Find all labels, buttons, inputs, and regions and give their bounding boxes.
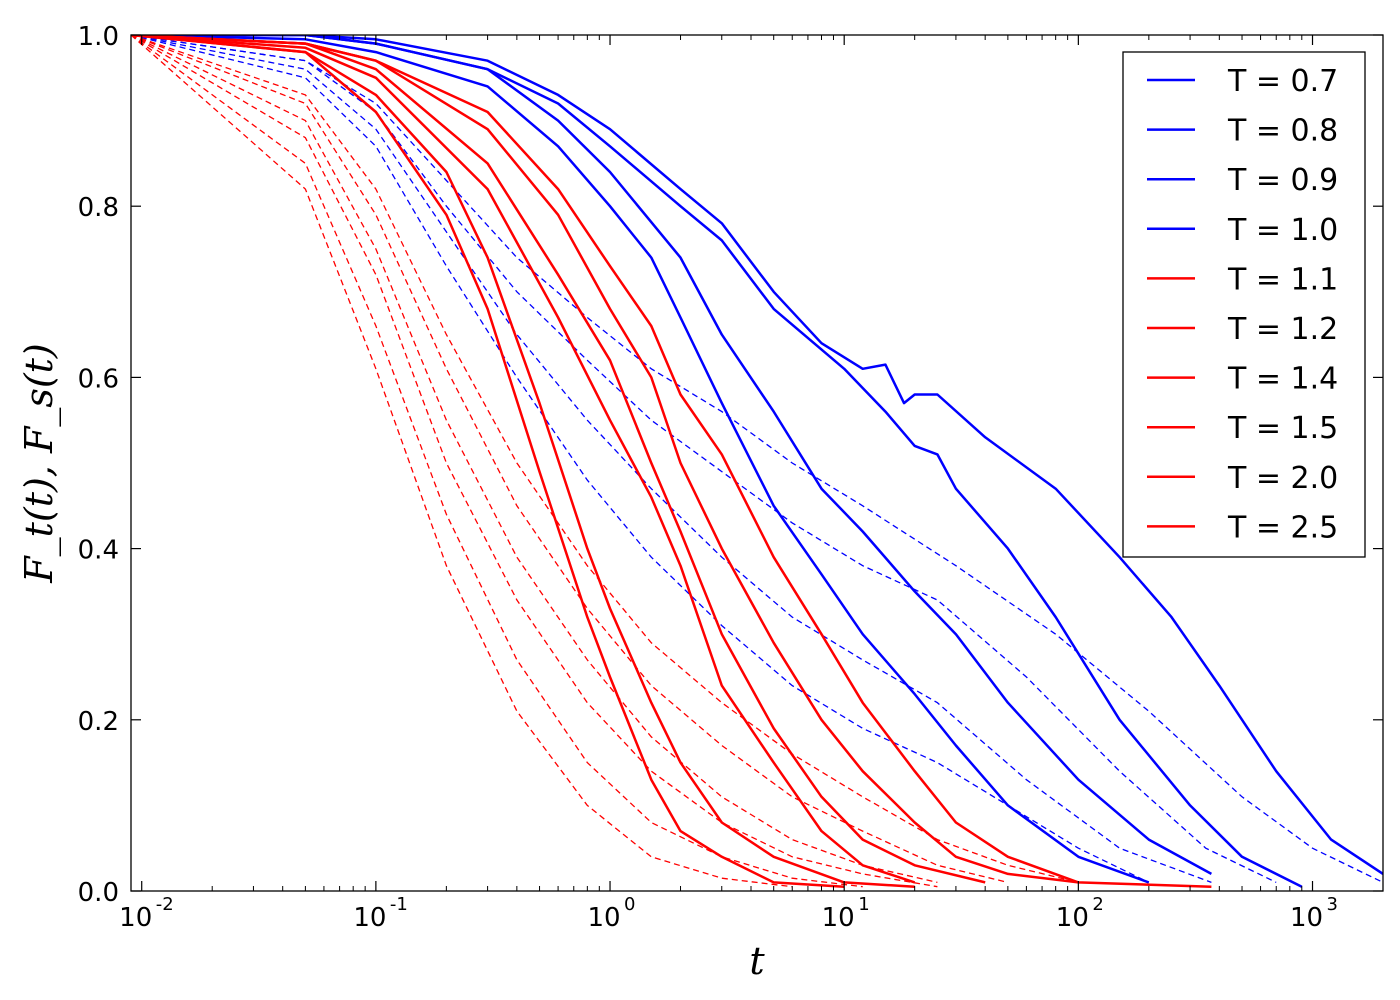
x-tick-label: 10 [587, 903, 620, 933]
series-t-1-2-ft-line [131, 35, 1079, 884]
series-t-0-9-fs-line [131, 35, 1212, 884]
legend-entry-label: T = 0.7 [1227, 64, 1338, 99]
x-tick-label: 10 [822, 903, 855, 933]
legend: T = 0.7 T = 0.8 T = 0.9 T = 1.0 T = 1.1 T = 1… [1122, 51, 1366, 558]
series-t-0-9-ft-line [131, 35, 1213, 875]
series-t-2-0-fs-line [131, 35, 863, 888]
series-t-1-5-fs-line [131, 35, 938, 888]
series-t-0-7-fs-line [131, 35, 1383, 883]
series-t-0-7-ft-line [131, 35, 1383, 875]
legend-entry-label: T = 2.5 [1227, 510, 1338, 545]
series-t-2-0-ft-line [131, 35, 915, 888]
legend-entry-label: T = 1.0 [1227, 213, 1338, 248]
series-t-2-5-ft-line [131, 35, 845, 888]
series-t-1-4-fs-line [131, 35, 938, 884]
y-tick-label: 0.6 [78, 364, 119, 394]
x-tick-label: 10 [1290, 903, 1323, 933]
x-tick-exponent: -1 [390, 894, 408, 915]
x-tick-exponent: 1 [858, 894, 869, 915]
legend-entry-label: T = 1.2 [1227, 312, 1338, 347]
series-t-0-8-ft-line [131, 35, 1303, 888]
legend-entry-label: T = 2.0 [1227, 461, 1338, 496]
x-tick-label: 10 [119, 903, 152, 933]
x-tick-exponent: 3 [1327, 894, 1338, 915]
series-t-1-4-ft-line [131, 35, 986, 884]
series-t-1-1-fs-line [131, 35, 1079, 884]
x-tick-exponent: 0 [624, 894, 635, 915]
legend-entry-label: T = 0.8 [1227, 114, 1338, 149]
series-layer [131, 35, 1383, 888]
axes-layer: 10 -2 10 -1 10 0 10 1 10 2 10 30.00.20.40.60.81.0 [78, 22, 1384, 933]
series-t-1-2-fs-line [131, 35, 1009, 884]
legend-entry-label: T = 1.1 [1227, 262, 1338, 297]
series-t-0-8-fs-line [131, 35, 1277, 883]
y-axis-label: F_t(t), F_s(t) [17, 343, 62, 584]
series-t-1-0-ft-line [131, 35, 1150, 884]
legend-entry-label: T = 1.4 [1227, 362, 1338, 397]
y-tick-label: 1.0 [78, 22, 119, 52]
y-tick-label: 0.0 [78, 878, 119, 908]
x-tick-exponent: 2 [1092, 894, 1103, 915]
series-t-1-0-fs-line [131, 35, 1150, 883]
y-tick-label: 0.2 [78, 707, 119, 737]
x-tick-exponent: -2 [156, 894, 174, 915]
y-tick-label: 0.8 [78, 193, 119, 223]
series-t-1-1-ft-line [131, 35, 1212, 888]
y-tick-label: 0.4 [78, 536, 119, 566]
x-tick-label: 10 [353, 903, 386, 933]
x-axis-label: t [749, 939, 765, 983]
plot-frame [130, 34, 1384, 892]
legend-entry-label: T = 0.9 [1227, 163, 1338, 198]
legend-entry-label: T = 1.5 [1227, 411, 1338, 446]
series-t-2-5-fs-line [131, 35, 793, 888]
legend-frame [1122, 51, 1366, 558]
series-t-1-5-ft-line [131, 35, 916, 884]
x-tick-label: 10 [1056, 903, 1089, 933]
